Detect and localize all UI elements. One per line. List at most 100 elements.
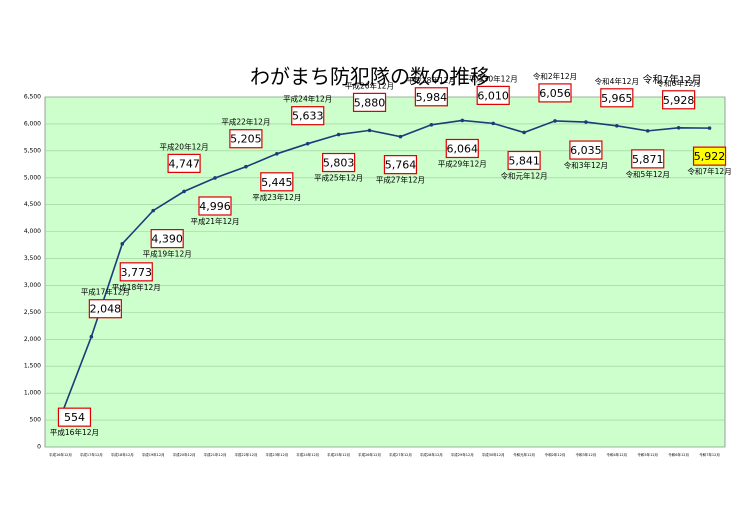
y-tick-label: 4,000 (24, 228, 41, 235)
y-tick-label: 0 (37, 444, 41, 451)
y-tick-label: 3,000 (24, 282, 41, 289)
chart-subtitle: 令和7年12月 (642, 73, 701, 86)
point-label: 平成19年12月 (143, 249, 192, 259)
data-point (429, 122, 434, 127)
point-label: 令和3年12月 (564, 160, 608, 170)
y-tick-label: 6,000 (24, 120, 41, 127)
data-point (213, 176, 217, 180)
x-tick-label: 平成22年12月 (234, 452, 257, 457)
data-point (645, 129, 650, 133)
value-label-box (167, 153, 201, 173)
point-label: 令和2年12月 (533, 71, 577, 81)
data-point (676, 126, 681, 130)
value-label-box (88, 299, 122, 319)
x-tick-label: 平成18年12月 (111, 452, 134, 457)
x-tick-label: 令和7年12月 (699, 452, 720, 457)
value-label-box (445, 138, 479, 159)
value-label: 2,048 (90, 303, 122, 316)
value-label-box (322, 152, 356, 173)
x-tick-label: 平成19年12月 (142, 452, 165, 457)
point-label: 平成25年12月 (314, 173, 363, 183)
x-tick-label: 令和3年12月 (576, 452, 597, 457)
value-label: 5,922 (694, 150, 726, 163)
value-label: 4,996 (199, 200, 231, 213)
point-label: 平成18年12月 (112, 282, 161, 292)
data-point (151, 208, 155, 213)
data-point (553, 119, 557, 123)
x-tick-label: 平成23年12月 (265, 452, 288, 457)
value-label-box (476, 85, 510, 105)
value-label-box (198, 196, 232, 216)
data-point (182, 189, 186, 194)
value-label-box (119, 262, 153, 282)
value-label-box (569, 140, 603, 160)
y-tick-label: 1,000 (24, 390, 41, 397)
data-point (460, 118, 465, 123)
value-label-box (150, 229, 184, 249)
value-label: 6,035 (570, 144, 602, 157)
value-label-box (57, 407, 92, 427)
x-tick-label: 令和元年12月 (513, 452, 535, 457)
value-label-box (507, 150, 541, 171)
x-tick-label: 平成16年12月 (49, 452, 72, 457)
y-tick-label: 2,500 (24, 309, 41, 316)
data-point (707, 126, 712, 130)
point-label: 平成26年12月 (345, 80, 394, 90)
y-tick-label: 6,500 (24, 94, 41, 101)
data-point (305, 141, 310, 146)
value-label: 5,764 (385, 159, 417, 172)
chart-title: わがまち防犯隊の数の推移 (250, 65, 490, 89)
point-label: 平成29年12月 (438, 158, 487, 168)
x-tick-label: 平成30年12月 (482, 452, 505, 457)
value-label: 3,773 (121, 266, 153, 279)
x-tick-label: 平成20年12月 (173, 452, 196, 457)
point-label: 平成23年12月 (252, 192, 301, 202)
y-tick-label: 500 (30, 417, 42, 424)
value-label: 5,205 (230, 133, 262, 146)
point-label: 令和6年12月 (656, 78, 700, 88)
value-label-box (260, 172, 294, 192)
value-label-box (383, 155, 418, 175)
data-point (89, 334, 94, 339)
y-tick-label: 2,000 (24, 336, 41, 343)
point-label: 平成22年12月 (221, 117, 270, 127)
value-label-box (414, 87, 448, 107)
y-tick-label: 1,500 (24, 363, 41, 370)
x-tick-label: 令和2年12月 (545, 452, 566, 457)
value-label: 5,965 (601, 92, 633, 105)
point-label: 平成30年12月 (469, 73, 518, 83)
point-label: 平成21年12月 (190, 216, 239, 226)
point-label: 平成16年12月 (50, 427, 99, 437)
data-point (398, 134, 403, 139)
y-tick-label: 3,500 (24, 255, 41, 262)
x-tick-label: 平成24年12月 (296, 452, 319, 457)
x-tick-label: 平成27年12月 (389, 452, 412, 457)
value-label: 4,747 (168, 157, 200, 170)
value-label: 4,390 (151, 233, 183, 246)
data-line (59, 119, 710, 418)
point-label: 平成17年12月 (81, 287, 130, 297)
value-label: 6,010 (477, 89, 509, 102)
value-label: 554 (64, 411, 85, 424)
x-tick-label: 平成25年12月 (327, 452, 350, 457)
point-label: 令和元年12月 (501, 170, 548, 180)
value-label: 5,803 (323, 157, 355, 170)
value-label-box (229, 129, 263, 149)
point-label: 令和7年12月 (687, 166, 731, 176)
point-label: 平成24年12月 (283, 94, 332, 104)
value-label-box (692, 146, 727, 166)
value-label-box (352, 92, 387, 112)
x-tick-label: 令和4年12月 (606, 452, 627, 457)
data-point (584, 120, 588, 124)
x-tick-label: 令和5年12月 (637, 452, 658, 457)
data-point (336, 132, 341, 137)
value-label: 6,056 (539, 87, 571, 100)
value-label-box (291, 106, 325, 126)
x-tick-label: 平成17年12月 (80, 452, 103, 457)
value-label: 5,880 (354, 96, 386, 109)
point-label: 平成20年12月 (160, 141, 209, 151)
value-label: 5,928 (663, 94, 695, 107)
value-label: 5,633 (292, 110, 324, 123)
data-point (615, 124, 619, 128)
